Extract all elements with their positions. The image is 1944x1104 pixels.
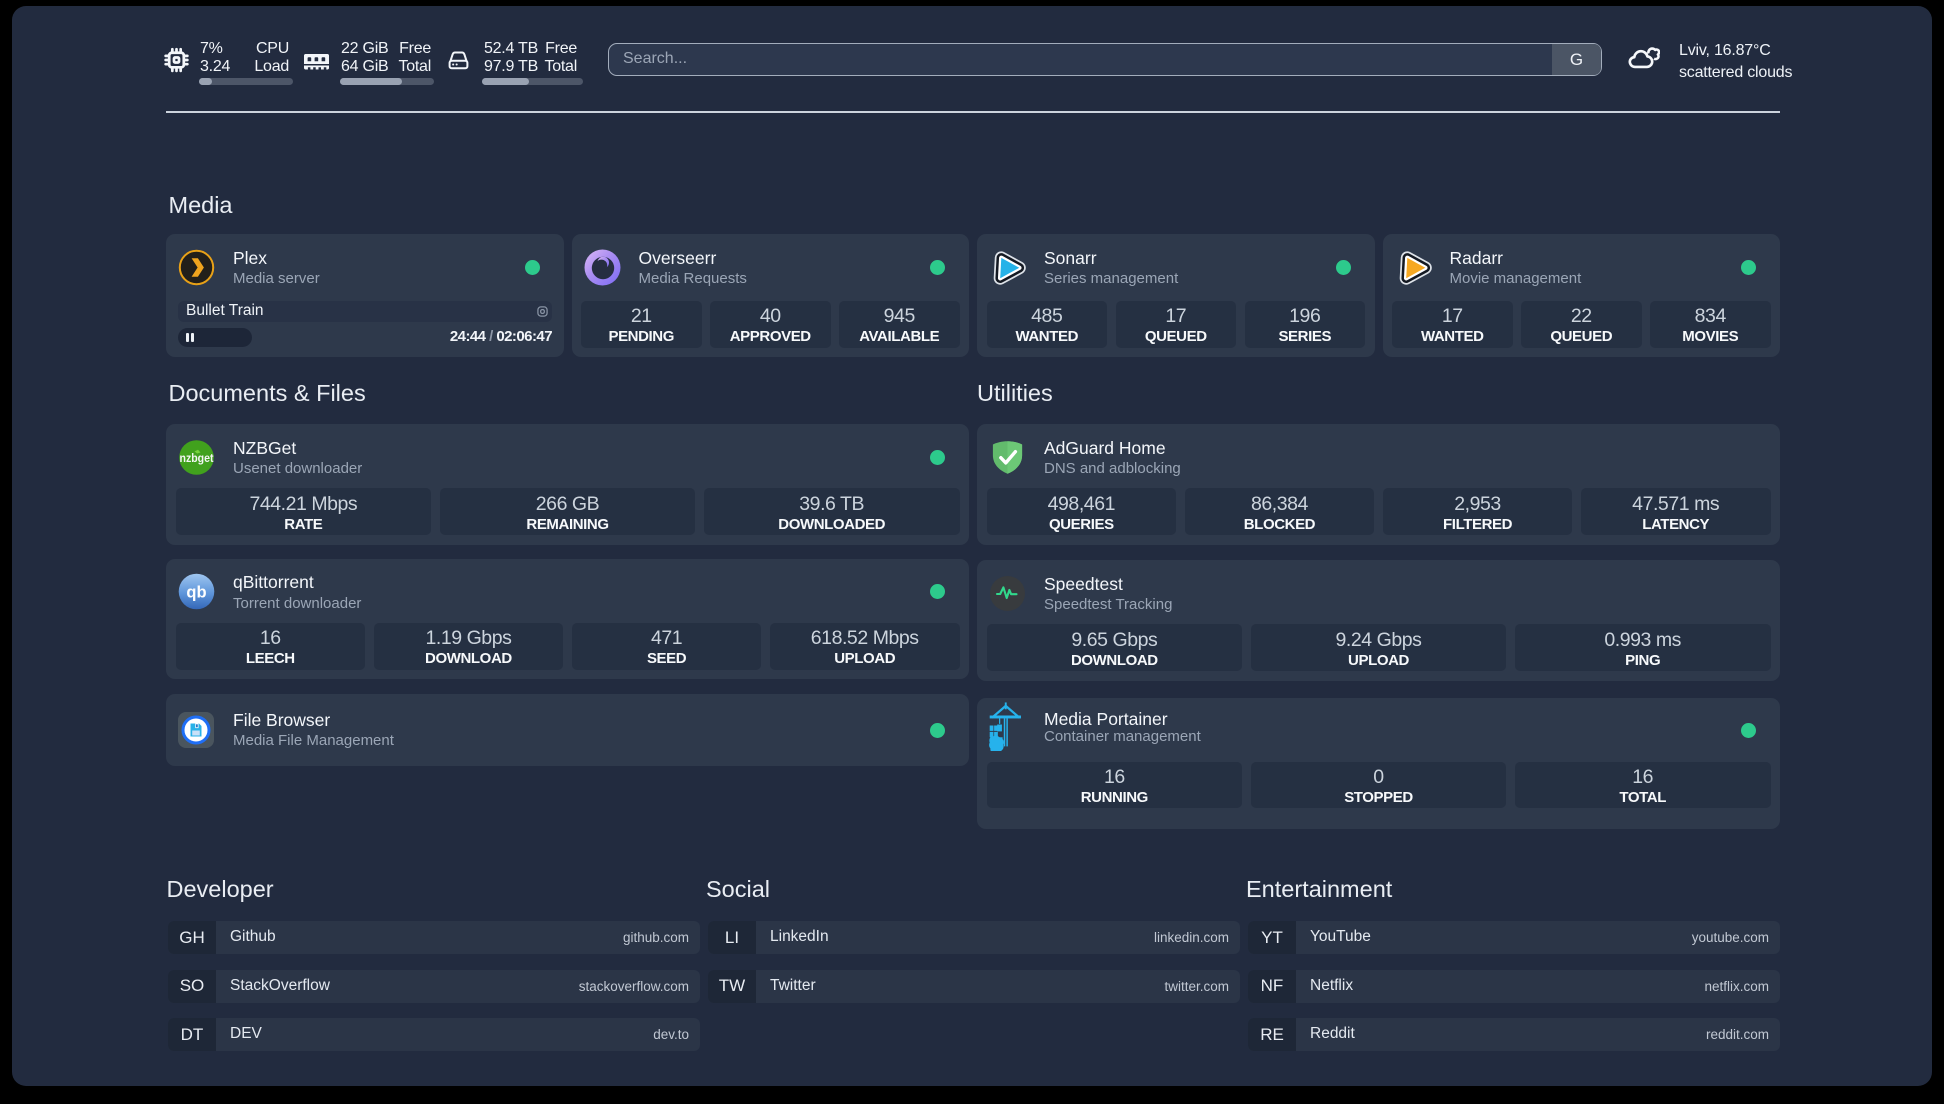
svg-text:qb: qb [186, 584, 206, 602]
svg-text:nzbget: nzbget [180, 451, 214, 465]
